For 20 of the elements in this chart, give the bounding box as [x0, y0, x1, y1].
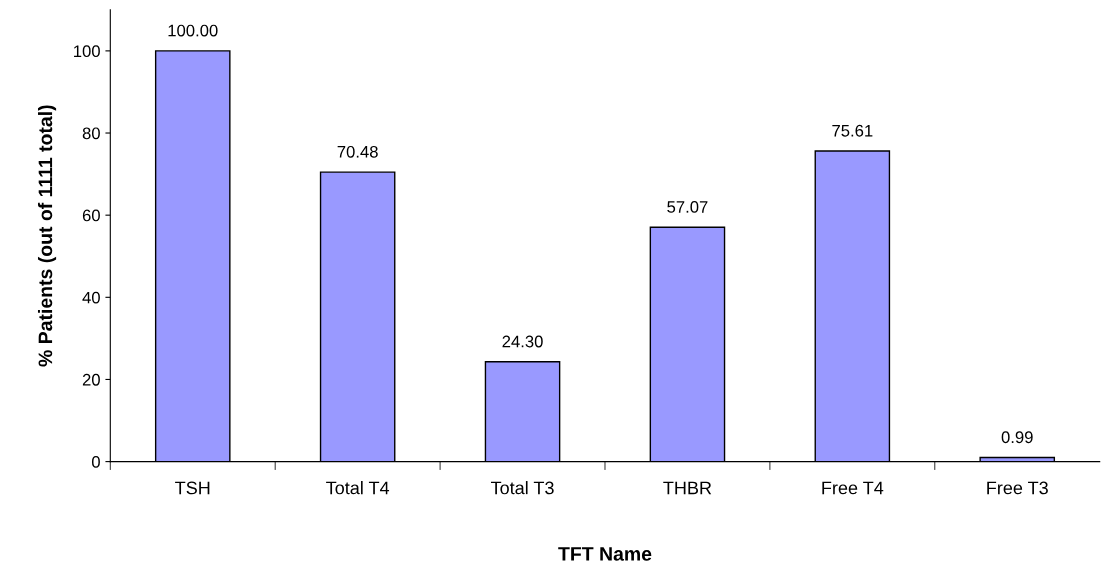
y-tick-label: 100: [74, 45, 100, 58]
data-label: 100.00: [168, 24, 218, 37]
y-tick-label: 80: [82, 127, 100, 140]
y-tick-label: 0: [91, 456, 100, 468]
x-tick-label: THBR: [663, 481, 712, 495]
x-axis-title: TFT Name: [558, 547, 652, 561]
x-tick-label: Free T4: [822, 481, 884, 495]
y-axis-title: % Patients (out of 1111 total): [37, 105, 57, 367]
y-tick-label: 20: [82, 373, 100, 386]
x-tick-label: Free T3: [987, 481, 1048, 495]
x-tick-label: TSH: [175, 481, 210, 495]
x-tick-label: Total T3: [491, 481, 554, 495]
data-label: 57.07: [667, 201, 708, 213]
y-tick-label: 40: [82, 291, 100, 304]
data-label: 24.30: [502, 335, 543, 348]
y-tick-label: 60: [82, 209, 100, 222]
data-label: 0.99: [1001, 431, 1033, 444]
data-label: 70.48: [337, 145, 378, 158]
x-tick-label: Total T4: [326, 481, 390, 495]
data-label: 75.61: [832, 124, 873, 137]
